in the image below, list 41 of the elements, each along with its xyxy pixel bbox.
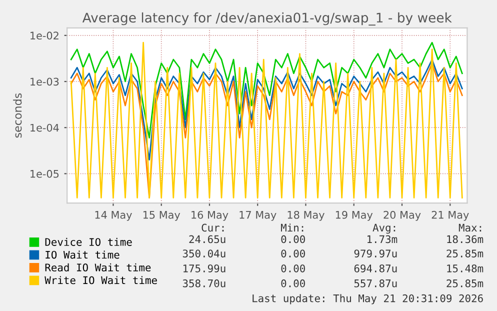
x-tick-label: 21 May	[432, 210, 469, 221]
text: 979.97u	[354, 250, 397, 258]
text: 0.00	[281, 279, 305, 288]
x-tick-label: 19 May	[336, 210, 373, 221]
text: Last update: Thu May 21 20:31:09 2026	[252, 294, 483, 304]
text: 350.04u	[182, 250, 226, 258]
text: Max:	[458, 224, 482, 232]
legend-label: IO Wait time	[46, 250, 120, 259]
legend-label: Device IO time	[45, 238, 132, 246]
text: 25.85m	[446, 250, 484, 258]
text: 175.99u	[183, 264, 226, 272]
text: 25.85m	[446, 279, 484, 288]
y-tick-label: 1e-05	[30, 170, 59, 178]
x-tick-label: 20 May	[384, 210, 421, 221]
text: Avg:	[372, 224, 396, 234]
text: Cur:	[202, 224, 224, 232]
text: 15.48m	[447, 264, 484, 272]
x-tick-label: 18 May	[288, 210, 324, 221]
y-axis-title: seconds	[13, 93, 22, 138]
x-tick-label: 14 May	[95, 211, 132, 221]
text: 557.87u	[354, 279, 397, 288]
text: 0.00	[281, 235, 305, 244]
y-tick-label: 1e-02	[30, 32, 58, 40]
chart-title: Average latency for /dev/anexia01-vg/swap_1 - by week	[82, 12, 452, 26]
text: 1.73m	[367, 235, 398, 244]
line-series	[70, 58, 463, 160]
y-tick-label: 1e-04	[30, 124, 59, 132]
text: Min:	[281, 224, 304, 232]
x-tick-label: 17 May	[240, 211, 276, 221]
text: 694.87u	[354, 264, 397, 272]
legend-label: Write IO Wait time	[44, 276, 157, 284]
y-tick-label: 1e-03	[30, 78, 59, 86]
legend-label: Read IO Wait time	[45, 263, 151, 272]
x-tick-label: 15 May	[143, 211, 180, 221]
x-tick-label: 16 May	[192, 210, 228, 221]
text: 24.65u	[189, 235, 226, 244]
text: 18.36m	[447, 235, 484, 244]
text: 358.70u	[182, 279, 226, 288]
line-series	[70, 42, 463, 139]
text: 0.00	[281, 264, 305, 272]
text: 0.00	[281, 250, 305, 258]
